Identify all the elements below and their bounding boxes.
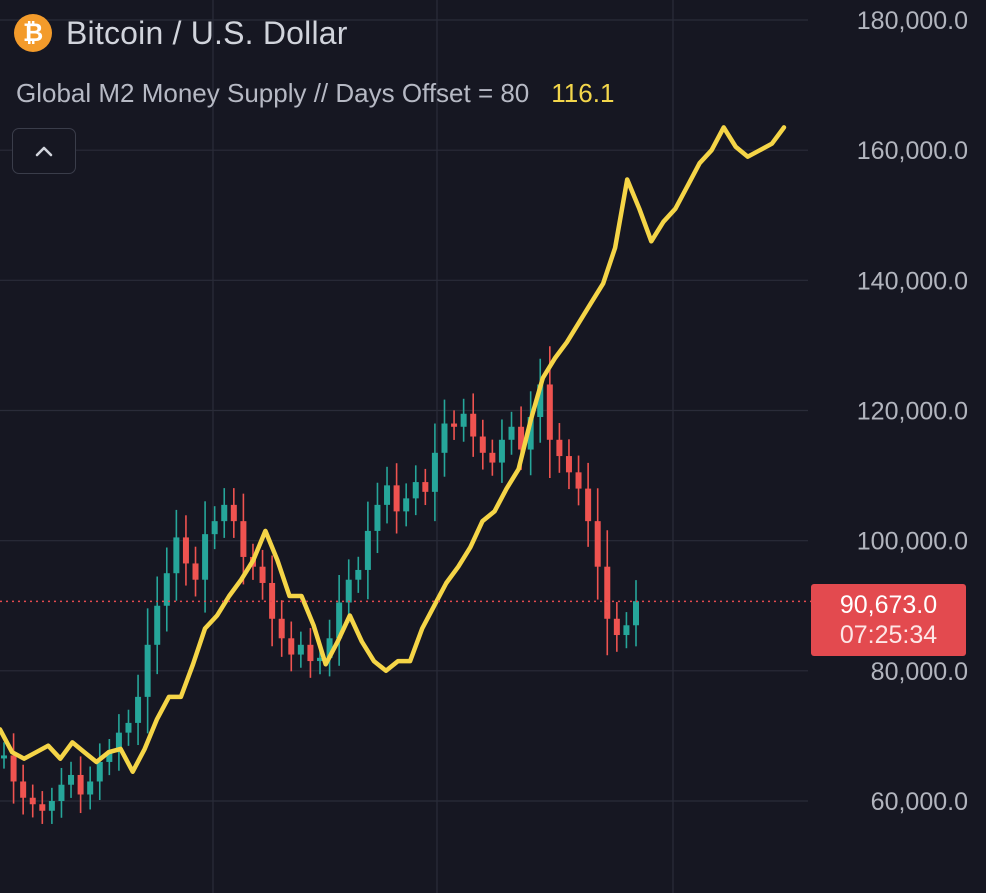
candle-body <box>1 755 7 759</box>
y-tick-label: 60,000.0 <box>871 788 968 816</box>
y-tick-label: 160,000.0 <box>857 137 968 165</box>
y-tick-label: 80,000.0 <box>871 658 968 686</box>
candle-body <box>537 384 544 418</box>
candle-body <box>355 569 362 580</box>
collapse-legend-button[interactable] <box>12 128 76 174</box>
candle-body <box>633 601 639 626</box>
candle-body <box>585 488 592 522</box>
candle-body <box>345 579 352 603</box>
candle-body <box>68 774 75 785</box>
candle-body <box>106 752 113 762</box>
grid-lines <box>0 0 808 893</box>
candle-body <box>489 452 496 463</box>
candle-body <box>269 582 276 619</box>
chart-header: ₿ Bitcoin / U.S. Dollar <box>14 14 348 52</box>
candle-body <box>412 482 419 499</box>
candle-body <box>48 801 55 811</box>
candle-body <box>384 485 391 505</box>
candle-body <box>259 566 266 583</box>
m2-overlay <box>0 125 787 774</box>
candle-body <box>431 452 438 492</box>
candle-body <box>403 498 410 512</box>
candle-body <box>470 413 477 437</box>
candle-body <box>307 644 314 662</box>
candle-body <box>422 482 429 492</box>
y-tick-label: 120,000.0 <box>857 398 968 426</box>
candle-body <box>594 521 601 567</box>
candle-body <box>144 644 151 697</box>
chevron-up-icon <box>35 146 53 157</box>
candle-body <box>135 696 142 723</box>
candle-body <box>58 784 65 801</box>
candle-body <box>221 504 228 522</box>
candle-body <box>288 638 295 655</box>
candle-body <box>278 618 285 639</box>
bitcoin-candles <box>1 346 639 824</box>
candle-body <box>77 774 84 795</box>
candle-body <box>163 573 170 606</box>
indicator-legend[interactable]: Global M2 Money Supply // Days Offset = … <box>16 78 614 109</box>
candle-body <box>182 537 189 564</box>
last-price-value: 90,673.0 <box>839 591 938 619</box>
candle-body <box>479 436 486 453</box>
m2-line <box>0 125 787 774</box>
price-axis: 60,000.0 80,000.0 100,000.0 120,000.0 140,00… <box>857 7 968 816</box>
candle-body <box>441 423 448 453</box>
candle-body <box>192 563 199 580</box>
candle-body <box>604 566 611 619</box>
candle-body <box>575 472 582 489</box>
symbol-title[interactable]: Bitcoin / U.S. Dollar <box>66 14 348 51</box>
candle-body <box>87 781 94 795</box>
y-tick-label: 100,000.0 <box>857 528 968 556</box>
candle-body <box>546 384 553 440</box>
candle-body <box>556 439 563 457</box>
candle-body <box>230 504 237 522</box>
candle-body <box>613 618 620 636</box>
candle-body <box>317 657 323 662</box>
y-tick-label: 180,000.0 <box>857 7 968 35</box>
candle-body <box>518 426 525 450</box>
candle-body <box>115 732 122 753</box>
candle-body <box>211 521 218 535</box>
candle-body <box>451 423 458 427</box>
candle-body <box>508 426 515 440</box>
last-price-label: 90,673.0 07:25:34 <box>811 584 966 656</box>
candle-countdown: 07:25:34 <box>839 621 938 649</box>
candle-body <box>173 537 180 574</box>
candle-body <box>39 804 46 811</box>
candle-body <box>565 456 572 473</box>
indicator-value: 116.1 <box>551 78 615 108</box>
candle-body <box>527 417 534 450</box>
candle-body <box>326 638 333 658</box>
candle-body <box>96 761 103 782</box>
candle-body <box>154 605 161 645</box>
bitcoin-icon: ₿ <box>14 14 52 52</box>
y-tick-label: 140,000.0 <box>857 267 968 295</box>
candle-body <box>297 644 304 655</box>
candle-body <box>10 755 17 782</box>
candle-body <box>364 530 371 570</box>
candle-body <box>29 797 36 805</box>
candle-body <box>393 485 400 512</box>
indicator-label: Global M2 Money Supply // Days Offset = … <box>16 78 530 108</box>
candle-body <box>240 521 247 557</box>
candle-body <box>623 625 630 636</box>
candle-body <box>336 602 343 639</box>
candle-body <box>498 439 505 463</box>
candle-body <box>20 781 27 798</box>
candle-body <box>202 534 209 580</box>
candle-body <box>125 722 132 733</box>
candle-body <box>460 413 467 427</box>
candle-body <box>374 504 381 531</box>
